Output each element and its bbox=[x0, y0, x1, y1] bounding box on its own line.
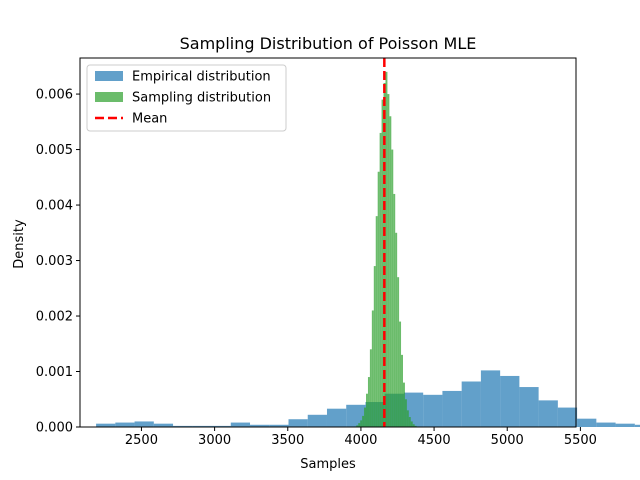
bar bbox=[173, 425, 193, 427]
chart-title: Sampling Distribution of Poisson MLE bbox=[180, 34, 477, 53]
bar bbox=[414, 425, 417, 427]
y-tick-label: 0.001 bbox=[36, 365, 73, 380]
bar bbox=[596, 422, 616, 427]
x-tick-label: 5000 bbox=[491, 433, 524, 448]
axes-layer: 2500 3000 3500 4000 4500 5000 5500 0.000 0.001 0.… bbox=[36, 57, 597, 448]
bar bbox=[115, 422, 135, 427]
bar bbox=[402, 382, 405, 427]
bar bbox=[423, 394, 443, 427]
bar bbox=[134, 421, 154, 427]
bar bbox=[401, 354, 403, 427]
legend-swatch bbox=[95, 71, 123, 81]
bar bbox=[381, 99, 384, 428]
x-tick-label: 4500 bbox=[418, 433, 451, 448]
x-tick-label: 3500 bbox=[271, 433, 304, 448]
bar bbox=[307, 414, 327, 427]
bar bbox=[153, 423, 174, 427]
legend-swatch bbox=[95, 92, 123, 102]
bar bbox=[358, 423, 361, 427]
bar bbox=[326, 408, 347, 427]
bar bbox=[192, 425, 212, 427]
bar bbox=[389, 116, 392, 427]
x-tick-label: 3000 bbox=[198, 433, 231, 448]
bar bbox=[364, 407, 367, 427]
bar bbox=[406, 410, 409, 427]
x-tick-label: 4000 bbox=[344, 433, 377, 448]
y-tick-label: 0.002 bbox=[36, 310, 73, 325]
bar bbox=[391, 149, 394, 427]
bar bbox=[410, 421, 413, 427]
legend-label: Sampling distribution bbox=[132, 91, 271, 106]
x-tick-label: 5500 bbox=[564, 433, 597, 448]
bar bbox=[387, 94, 390, 427]
bar bbox=[519, 387, 539, 427]
bar bbox=[399, 321, 402, 427]
bar bbox=[288, 419, 308, 427]
bar bbox=[442, 390, 462, 427]
bar bbox=[557, 407, 578, 427]
legend-label: Mean bbox=[132, 112, 167, 127]
y-tick-label: 0.006 bbox=[36, 88, 73, 103]
bar bbox=[371, 310, 374, 427]
bar bbox=[395, 232, 398, 427]
bar bbox=[362, 415, 365, 427]
bar bbox=[408, 417, 411, 427]
bar bbox=[269, 424, 289, 427]
bar bbox=[366, 393, 368, 427]
y-tick-label: 0.003 bbox=[36, 254, 73, 269]
bar bbox=[230, 422, 251, 427]
bar bbox=[356, 425, 359, 427]
bar bbox=[397, 277, 400, 427]
y-tick-label: 0.000 bbox=[36, 421, 73, 436]
x-tick-label: 2500 bbox=[125, 433, 158, 448]
bar bbox=[367, 377, 370, 427]
bar bbox=[577, 418, 597, 427]
y-tick-label: 0.004 bbox=[36, 199, 73, 214]
legend-label: Empirical distribution bbox=[132, 70, 271, 85]
bar bbox=[250, 424, 270, 427]
bar bbox=[377, 171, 380, 427]
bar bbox=[461, 381, 481, 427]
bar bbox=[634, 424, 640, 427]
x-axis-label: Samples bbox=[300, 457, 356, 472]
bar bbox=[393, 193, 396, 427]
bar bbox=[211, 425, 231, 427]
bar bbox=[96, 423, 116, 427]
bar bbox=[404, 399, 407, 427]
bar bbox=[360, 420, 363, 427]
y-axis-label: Density bbox=[12, 219, 27, 269]
axes-frame bbox=[79, 57, 577, 428]
bar bbox=[375, 216, 378, 427]
bar bbox=[369, 349, 372, 427]
bar bbox=[500, 375, 520, 427]
plot-area bbox=[96, 58, 640, 428]
y-tick-label: 0.005 bbox=[36, 143, 73, 158]
bar bbox=[480, 370, 501, 427]
bar bbox=[538, 400, 558, 427]
bar bbox=[373, 266, 376, 427]
bar bbox=[615, 423, 635, 427]
bar bbox=[385, 71, 388, 428]
bar bbox=[412, 424, 415, 427]
bar bbox=[379, 132, 382, 427]
legend-box bbox=[86, 64, 287, 132]
legend: Empirical distribution Sampling distribut… bbox=[86, 64, 287, 132]
